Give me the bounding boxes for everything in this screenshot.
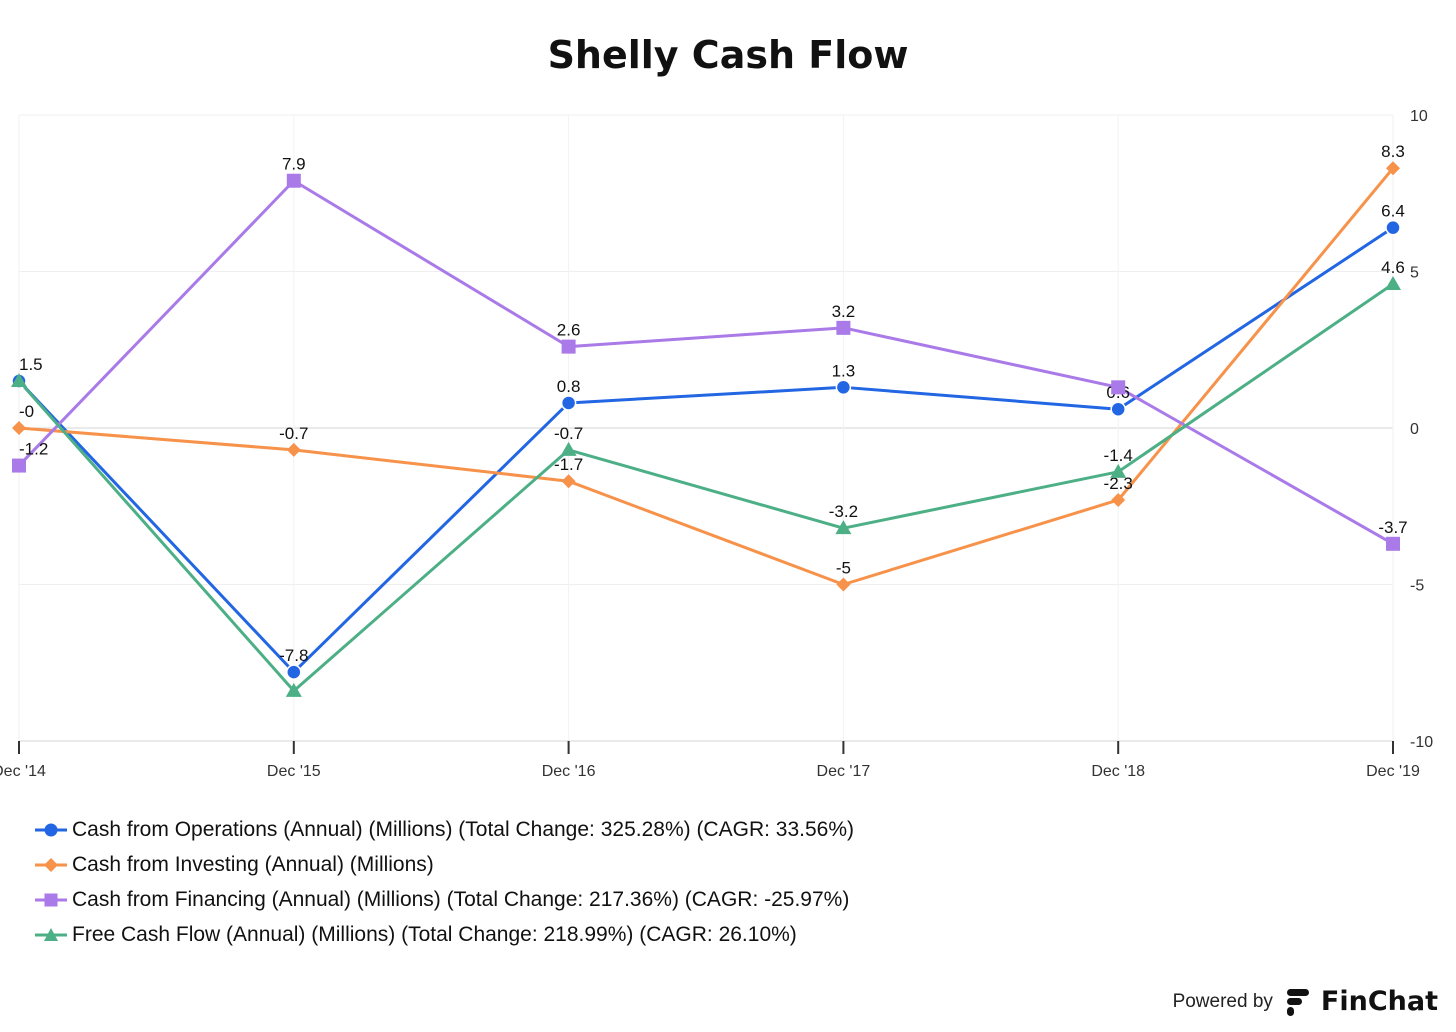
x-tick-label: Dec '15 bbox=[267, 763, 321, 780]
y-tick-label: -10 bbox=[1410, 734, 1433, 751]
powered-by-label: Powered by bbox=[1172, 990, 1273, 1012]
data-point bbox=[1385, 276, 1401, 291]
powered-by: Powered by FinChat bbox=[1173, 986, 1438, 1017]
data-label: 0.8 bbox=[557, 377, 581, 396]
series-line bbox=[17, 179, 1394, 546]
x-tick-label: Dec '18 bbox=[1091, 763, 1145, 780]
data-label: 6.4 bbox=[1381, 202, 1405, 221]
data-label: -7.8 bbox=[279, 646, 308, 665]
data-point bbox=[836, 577, 851, 592]
data-point bbox=[1111, 492, 1126, 507]
legend-marker-icon bbox=[35, 857, 67, 872]
data-label: -0.7 bbox=[279, 424, 308, 443]
series-line bbox=[17, 282, 1394, 693]
series-line bbox=[18, 167, 1395, 586]
finchat-logo-icon bbox=[1286, 988, 1309, 1016]
data-point bbox=[560, 441, 577, 456]
data-label: 8.3 bbox=[1381, 142, 1405, 161]
data-point bbox=[286, 442, 301, 457]
y-tick-label: 5 bbox=[1410, 265, 1419, 282]
data-label: -0 bbox=[19, 402, 34, 421]
legend-label: Cash from Financing (Annual) (Millions) … bbox=[72, 887, 850, 911]
data-point bbox=[561, 339, 576, 354]
data-label: 2.6 bbox=[557, 321, 581, 340]
series-line bbox=[17, 226, 1394, 674]
data-point bbox=[1111, 380, 1126, 395]
data-point bbox=[1110, 463, 1127, 478]
legend-marker-icon bbox=[35, 893, 67, 906]
legend-item[interactable]: Free Cash Flow (Annual) (Millions) (Tota… bbox=[34, 917, 854, 952]
data-point bbox=[12, 421, 26, 435]
data-point bbox=[285, 682, 302, 697]
legend-item[interactable]: Cash from Operations (Annual) (Millions)… bbox=[34, 812, 854, 847]
data-point bbox=[1386, 536, 1400, 551]
data-label: -1.2 bbox=[19, 440, 48, 459]
legend-item[interactable]: Cash from Investing (Annual) (Millions) bbox=[34, 847, 854, 882]
data-label: -1.4 bbox=[1104, 446, 1133, 465]
data-label: -3.2 bbox=[829, 502, 858, 521]
x-tick-label: Dec '19 bbox=[1366, 763, 1420, 780]
legend-label: Cash from Operations (Annual) (Millions)… bbox=[72, 817, 854, 841]
legend-label: Free Cash Flow (Annual) (Millions) (Tota… bbox=[72, 922, 797, 946]
legend-label: Cash from Investing (Annual) (Millions) bbox=[72, 852, 434, 876]
data-point bbox=[286, 173, 301, 188]
data-label: -2.3 bbox=[1104, 474, 1133, 493]
data-point bbox=[1110, 401, 1126, 417]
y-tick-label: -5 bbox=[1410, 578, 1424, 595]
y-tick-label: 0 bbox=[1410, 421, 1419, 438]
data-point bbox=[836, 320, 851, 335]
x-tick-label: Dec '16 bbox=[542, 763, 596, 780]
data-point bbox=[12, 458, 26, 473]
data-label: -0.7 bbox=[554, 424, 583, 443]
legend-marker-icon bbox=[35, 823, 67, 836]
x-tick-label: Dec '17 bbox=[817, 763, 871, 780]
data-point bbox=[1386, 161, 1400, 176]
legend-marker-icon bbox=[35, 927, 67, 941]
chart-legend: Cash from Operations (Annual) (Millions)… bbox=[34, 812, 854, 952]
data-label: -3.7 bbox=[1378, 518, 1407, 537]
chart-title: Shelly Cash Flow bbox=[547, 33, 909, 77]
data-point bbox=[835, 379, 852, 396]
data-label: 1.3 bbox=[832, 361, 856, 380]
data-point bbox=[11, 373, 27, 388]
data-label: -1.7 bbox=[554, 455, 583, 474]
finchat-brand: FinChat bbox=[1320, 986, 1438, 1017]
data-label: 1.5 bbox=[19, 355, 43, 374]
legend-item[interactable]: Cash from Financing (Annual) (Millions) … bbox=[34, 882, 854, 917]
x-tick-label: Dec '14 bbox=[0, 763, 46, 780]
chart-plot: 10 5 0 -5 -10 Dec '14 Dec '15 Dec '16 Dec '17 Dec… bbox=[0, 108, 1433, 780]
data-label: 7.9 bbox=[282, 155, 306, 174]
data-point bbox=[835, 520, 852, 535]
data-label: 4.6 bbox=[1381, 258, 1405, 277]
data-point bbox=[286, 664, 302, 680]
data-point bbox=[560, 395, 577, 411]
data-point bbox=[561, 474, 576, 489]
data-point bbox=[1385, 219, 1401, 236]
data-label: 3.2 bbox=[832, 302, 856, 321]
y-tick-label: 10 bbox=[1410, 108, 1428, 125]
data-label: -5 bbox=[836, 559, 851, 578]
